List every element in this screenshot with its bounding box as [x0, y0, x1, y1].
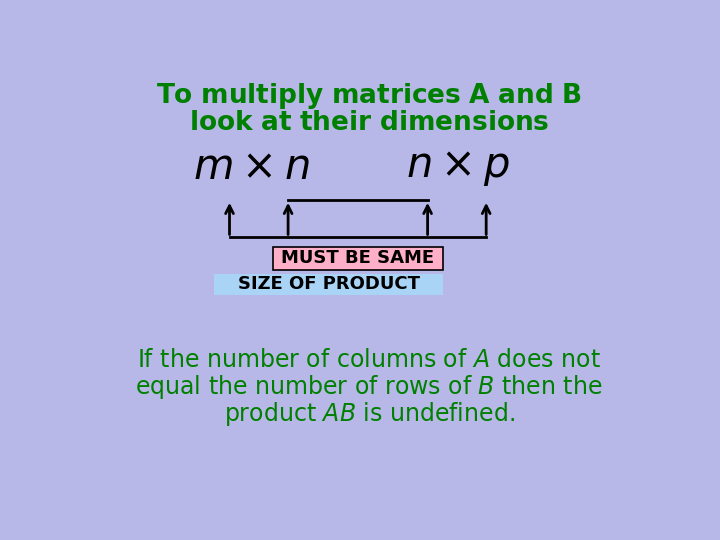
Text: $n \times p$: $n \times p$	[406, 146, 510, 188]
Text: If the number of columns of $\it{A}$ does not: If the number of columns of $\it{A}$ doe…	[137, 348, 601, 372]
Text: product $\it{AB}$ is undefined.: product $\it{AB}$ is undefined.	[223, 400, 515, 428]
Text: MUST BE SAME: MUST BE SAME	[282, 249, 434, 267]
FancyBboxPatch shape	[214, 274, 443, 295]
FancyBboxPatch shape	[273, 247, 443, 269]
Text: $\bf{To\ multiply\ matrices}$ $\it{\bf{A}}$ $\bf{and}$ $\it{\bf{B}}$: $\bf{To\ multiply\ matrices}$ $\it{\bf{A…	[156, 81, 582, 111]
Text: equal the number of rows of $\it{B}$ then the: equal the number of rows of $\it{B}$ the…	[135, 373, 603, 401]
Text: $m \times n$: $m \times n$	[193, 146, 310, 188]
Text: $\bf{look\ at\ their\ dimensions}$: $\bf{look\ at\ their\ dimensions}$	[189, 110, 549, 136]
Text: SIZE OF PRODUCT: SIZE OF PRODUCT	[238, 275, 420, 293]
